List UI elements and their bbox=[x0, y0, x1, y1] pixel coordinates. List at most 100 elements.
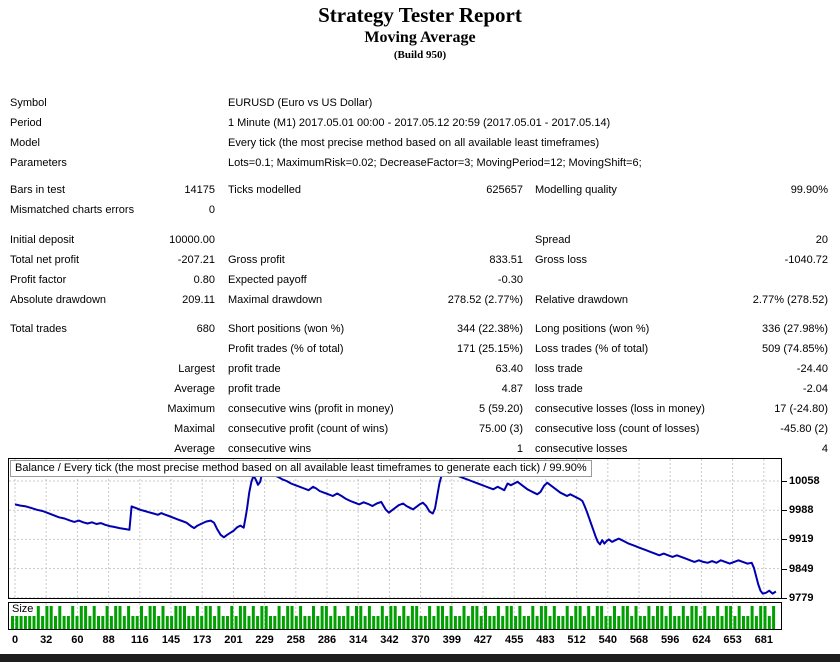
size-bar bbox=[398, 616, 401, 629]
size-bar bbox=[509, 606, 513, 629]
size-bar bbox=[651, 616, 655, 629]
size-bar bbox=[729, 606, 733, 629]
size-bar bbox=[79, 606, 83, 629]
report-cell-value: -0.30 bbox=[497, 274, 523, 286]
size-bar bbox=[772, 606, 776, 629]
report-cell-label: Total trades bbox=[10, 323, 67, 335]
size-bar bbox=[613, 606, 616, 629]
y-tick-mark bbox=[781, 597, 787, 599]
report-cell-label: Gross profit bbox=[228, 254, 285, 266]
x-tick-label: 427 bbox=[473, 634, 493, 646]
size-bar bbox=[324, 606, 328, 629]
y-tick-mark bbox=[781, 481, 787, 482]
size-bar bbox=[458, 616, 462, 629]
report-cell-label: consecutive wins (profit in money) bbox=[228, 403, 394, 415]
y-tick-label: 9919 bbox=[789, 533, 814, 546]
size-bar bbox=[389, 606, 393, 629]
size-bar bbox=[217, 606, 221, 629]
report-cell-value: 171 (25.15%) bbox=[456, 343, 523, 355]
x-tick-label: 286 bbox=[317, 634, 337, 646]
size-bar bbox=[346, 606, 350, 629]
size-bar bbox=[66, 616, 70, 629]
report-cell-label: loss trade bbox=[535, 383, 583, 395]
x-tick-label: 681 bbox=[754, 634, 773, 646]
expert-name: Moving Average bbox=[364, 29, 476, 46]
size-bar bbox=[140, 606, 143, 629]
y-tick-label: 9779 bbox=[789, 591, 814, 604]
x-tick-label: 229 bbox=[255, 634, 274, 646]
report-cell-label: Spread bbox=[535, 234, 571, 246]
report-cell-label: consecutive loss (count of losses) bbox=[535, 423, 700, 435]
report-cell-label: Gross loss bbox=[535, 254, 587, 266]
x-tick-label: 60 bbox=[71, 634, 84, 646]
size-bar bbox=[600, 606, 604, 629]
report-table: Symbol EURUSD (Euro vs US Dollar) Period 1 … bbox=[0, 93, 840, 459]
table-row: Total net profit -207.21 Gross profit 833.5… bbox=[0, 250, 840, 270]
y-tick-mark bbox=[781, 510, 787, 512]
size-bar bbox=[290, 606, 294, 629]
size-bar bbox=[127, 606, 131, 629]
report-cell-label: Relative drawdown bbox=[535, 294, 628, 306]
size-bar bbox=[105, 606, 109, 629]
report-cell-value: 680 bbox=[196, 323, 215, 335]
size-bar bbox=[496, 606, 500, 629]
size-bar bbox=[759, 606, 763, 629]
table-row: Model Every tick (the most precise method… bbox=[0, 133, 840, 153]
x-tick-label: 483 bbox=[536, 634, 555, 646]
size-bar bbox=[15, 616, 19, 629]
report-cell-label: loss trade bbox=[535, 363, 583, 375]
size-bar bbox=[49, 606, 53, 629]
size-bar bbox=[221, 616, 225, 629]
report-cell-value: 344 (22.38%) bbox=[456, 323, 523, 335]
build-number: (Build 950) bbox=[393, 49, 447, 61]
size-bar bbox=[23, 606, 27, 629]
report-cell-label: Absolute drawdown bbox=[10, 294, 107, 306]
report-cell-label: Expected payoff bbox=[228, 274, 307, 286]
x-tick-label: 342 bbox=[380, 634, 399, 646]
size-bar bbox=[337, 616, 341, 629]
report-cell-label: Modelling quality bbox=[535, 184, 617, 196]
size-bar bbox=[183, 606, 186, 629]
report-cell-value: 99.90% bbox=[790, 184, 828, 196]
report-cell-value: 4 bbox=[821, 443, 828, 455]
size-bar bbox=[213, 616, 217, 629]
report-cell-value: Average bbox=[174, 383, 215, 395]
balance-line bbox=[14, 467, 777, 595]
report-cell-value: 14175 bbox=[184, 184, 215, 196]
size-bar bbox=[763, 606, 767, 629]
size-bar bbox=[544, 606, 548, 629]
table-row: Largest profit trade 63.40 loss trade -24.40 bbox=[0, 359, 840, 379]
x-tick-label: 653 bbox=[723, 634, 742, 646]
report-cell-value: 10000.00 bbox=[169, 234, 215, 246]
size-bar bbox=[527, 616, 530, 629]
table-row: Parameters Lots=0.1; MaximumRisk=0.02; De… bbox=[0, 153, 840, 173]
size-bar bbox=[750, 606, 754, 629]
size-bar bbox=[466, 616, 470, 629]
report-cell-value: 20 bbox=[815, 234, 828, 246]
size-bar bbox=[247, 616, 251, 629]
size-bar bbox=[565, 606, 569, 629]
size-bar bbox=[251, 606, 255, 629]
size-bar bbox=[432, 616, 436, 629]
size-bar bbox=[256, 616, 260, 629]
report-cell-value: -2.04 bbox=[802, 383, 828, 395]
size-bar bbox=[681, 606, 685, 629]
y-tick-label: 9988 bbox=[789, 504, 814, 517]
size-bar bbox=[19, 606, 23, 629]
size-bar bbox=[45, 606, 49, 629]
size-bar bbox=[441, 606, 444, 629]
size-bar bbox=[131, 616, 135, 629]
size-bar bbox=[767, 616, 771, 629]
size-bar bbox=[303, 616, 307, 629]
size-bar bbox=[522, 616, 526, 629]
table-row: Initial deposit 10000.00 Spread 20 bbox=[0, 230, 840, 250]
size-bar bbox=[694, 606, 698, 629]
size-bar bbox=[152, 606, 156, 629]
size-bar bbox=[144, 616, 148, 629]
y-tick-mark bbox=[781, 539, 787, 541]
report-cell-value: EURUSD (Euro vs US Dollar) bbox=[228, 97, 373, 109]
size-bar bbox=[479, 616, 483, 629]
size-bar bbox=[647, 606, 651, 629]
size-bar bbox=[294, 616, 298, 629]
